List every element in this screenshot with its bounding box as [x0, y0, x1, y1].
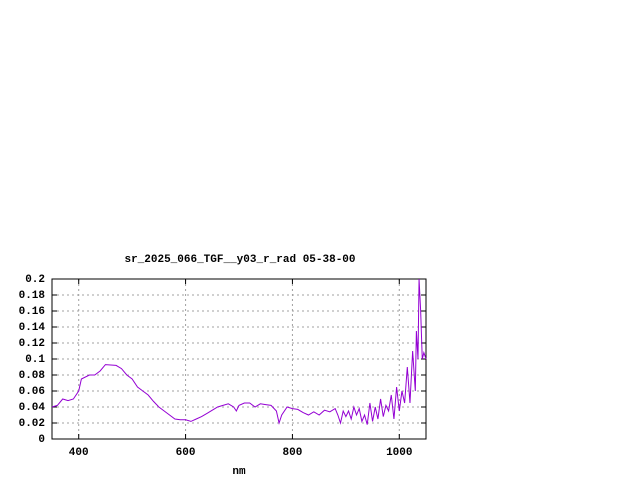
y-tick-label: 0.2: [25, 274, 45, 286]
y-tick-label: 0.1: [25, 354, 45, 366]
x-axis-label: nm: [232, 466, 246, 478]
x-tick-label: 800: [283, 447, 303, 459]
y-tick-label: 0.08: [19, 370, 46, 382]
y-tick-label: 0.14: [19, 322, 46, 334]
y-tick-label: 0: [38, 434, 45, 446]
y-tick-label: 0.16: [19, 306, 45, 318]
y-tick-label: 0.18: [19, 290, 46, 302]
y-tick-label: 0.12: [19, 338, 45, 350]
x-tick-label: 400: [69, 447, 89, 459]
y-tick-label: 0.06: [19, 386, 45, 398]
y-tick-label: 0.02: [19, 418, 45, 430]
chart-title: sr_2025_066_TGF__y03_r_rad 05-38-00: [124, 254, 355, 266]
x-tick-label: 1000: [386, 447, 412, 459]
y-tick-label: 0.04: [19, 402, 46, 414]
x-tick-label: 600: [176, 447, 196, 459]
data-line: [51, 278, 427, 425]
